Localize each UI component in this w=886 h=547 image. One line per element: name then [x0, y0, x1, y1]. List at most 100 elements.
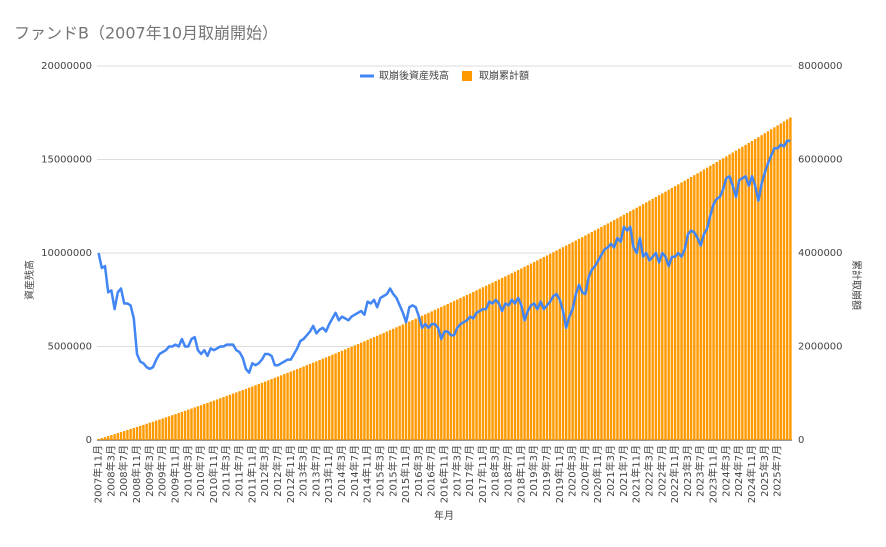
bar: [392, 328, 395, 440]
bar: [520, 268, 523, 440]
bar: [145, 423, 148, 440]
bar: [295, 369, 299, 440]
bar: [363, 341, 366, 440]
bar: [545, 255, 549, 440]
bar: [174, 414, 177, 440]
bar: [728, 154, 731, 441]
bar: [273, 377, 276, 440]
bar: [190, 408, 193, 440]
bar: [171, 415, 174, 440]
bar: [103, 437, 107, 440]
x-tick-label: 2010年7月: [194, 445, 207, 497]
bar: [590, 232, 594, 440]
bar: [238, 391, 241, 440]
x-tick-label: 2024年11月: [745, 445, 758, 503]
bar: [132, 427, 136, 440]
bar: [776, 125, 779, 440]
bar: [161, 418, 164, 440]
bar: [600, 226, 603, 440]
bar: [737, 148, 741, 440]
bar: [398, 325, 401, 440]
bar: [372, 337, 376, 440]
bar: [497, 279, 501, 440]
bar: [283, 374, 286, 440]
bar: [340, 350, 344, 440]
x-tick-label: 2011年7月: [233, 445, 246, 497]
bar: [504, 276, 507, 440]
bar: [744, 144, 747, 440]
x-tick-label: 2023年3月: [681, 445, 694, 497]
bar: [677, 184, 680, 440]
bar: [638, 205, 642, 440]
bar: [427, 312, 430, 440]
x-tick-label: 2008年11月: [130, 445, 143, 503]
bar: [353, 345, 357, 440]
bar: [430, 311, 433, 440]
bar: [180, 411, 184, 440]
bar: [641, 204, 645, 440]
x-tick-label: 2025年7月: [771, 445, 784, 497]
y-axis-title: 資産残高: [23, 260, 36, 300]
bar: [552, 252, 555, 440]
bar: [155, 420, 158, 440]
bar: [705, 167, 709, 440]
bar: [635, 207, 638, 440]
legend-label: 取崩後資産残高: [379, 69, 449, 82]
bar: [564, 245, 568, 440]
bar: [725, 156, 728, 441]
x-tick-label: 2015年11月: [399, 445, 412, 503]
bar: [584, 235, 587, 440]
bar: [347, 348, 350, 440]
y-tick-label: 20000000: [41, 61, 92, 72]
y-tick-label: 15000000: [41, 155, 92, 166]
bar: [231, 393, 235, 440]
x-tick-label: 2010年11月: [207, 445, 220, 503]
bar: [536, 260, 539, 440]
y2-tick-label: 8000000: [798, 61, 843, 72]
bar: [468, 293, 472, 440]
x-tick-label: 2017年3月: [450, 445, 463, 497]
bar: [750, 140, 754, 440]
bar: [507, 274, 510, 440]
x-tick-label: 2013年11月: [322, 445, 335, 503]
x-tick-label: 2007年11月: [92, 445, 105, 503]
x-tick-label: 2012年11月: [284, 445, 297, 503]
bar: [350, 346, 353, 440]
bar: [606, 223, 610, 440]
bar: [721, 158, 725, 441]
bar: [709, 165, 712, 440]
bar: [478, 288, 481, 440]
bar: [119, 432, 123, 440]
bar: [424, 314, 427, 440]
y2-axis-title: 累計取崩額: [850, 260, 863, 310]
bar: [417, 317, 421, 440]
bar: [222, 397, 225, 440]
bar: [97, 439, 100, 440]
bar: [673, 186, 677, 440]
legend-swatch: [462, 71, 472, 81]
bar: [228, 394, 232, 440]
line: [97, 139, 791, 374]
x-tick-label: 2018年3月: [489, 445, 502, 497]
bar: [321, 358, 325, 440]
bar: [177, 412, 180, 440]
bar: [129, 428, 132, 440]
bar: [699, 171, 702, 440]
bar: [404, 323, 408, 440]
bar: [542, 257, 546, 440]
bar: [619, 216, 622, 440]
bar: [581, 237, 584, 440]
x-tick-label: 2009年7月: [156, 445, 169, 497]
x-tick-label: 2024年7月: [732, 445, 745, 497]
bar: [616, 218, 619, 440]
bar: [203, 404, 206, 440]
x-tick-label: 2014年11月: [361, 445, 374, 503]
bar: [327, 356, 331, 440]
bar: [315, 361, 318, 440]
bar: [235, 392, 238, 440]
bar: [760, 135, 763, 440]
x-tick-label: 2022年11月: [668, 445, 681, 503]
y-tick-label: 0: [86, 435, 92, 446]
bar: [436, 308, 440, 440]
